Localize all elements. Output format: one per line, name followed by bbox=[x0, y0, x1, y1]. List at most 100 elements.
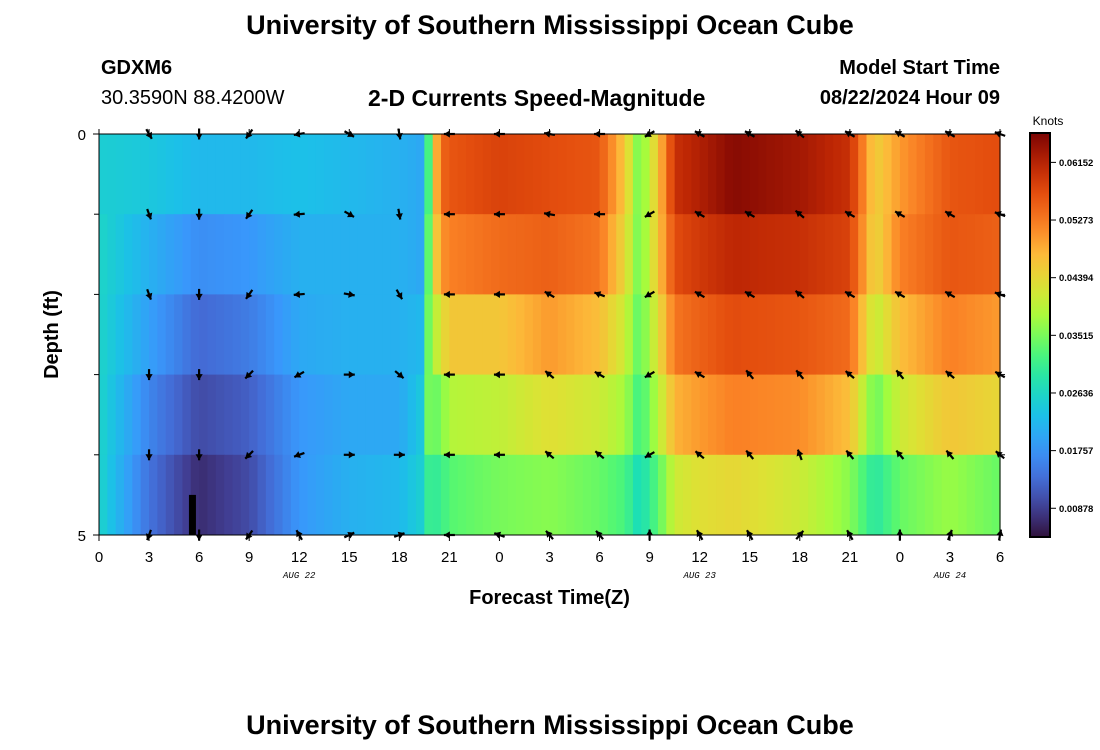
heatmap-cell bbox=[991, 374, 1001, 456]
heatmap-cell bbox=[808, 214, 818, 295]
x-tick-label: 0 bbox=[95, 549, 103, 566]
heatmap-cell bbox=[933, 374, 943, 456]
heatmap-cell bbox=[682, 214, 692, 295]
current-vector-arrow bbox=[293, 370, 305, 379]
heatmap-cell bbox=[874, 134, 884, 215]
heatmap-cell bbox=[299, 294, 309, 376]
heatmap-cell bbox=[190, 294, 200, 376]
heatmap-cell bbox=[340, 374, 350, 456]
heatmap-cell bbox=[140, 294, 150, 376]
current-vector-arrow bbox=[543, 210, 556, 218]
heatmap-cell bbox=[157, 454, 167, 536]
heatmap-cell bbox=[382, 374, 392, 456]
heatmap-cell bbox=[858, 374, 868, 456]
heatmap-cell bbox=[799, 454, 809, 536]
current-vector-arrow bbox=[145, 369, 153, 381]
heatmap-cell bbox=[657, 214, 667, 295]
heatmap-cell bbox=[716, 294, 726, 376]
heatmap-cell bbox=[591, 374, 601, 456]
colorbar-unit: Knots bbox=[1033, 114, 1064, 128]
current-vector-arrow bbox=[293, 451, 305, 459]
heatmap-cell bbox=[140, 134, 150, 215]
heatmap-cell bbox=[624, 134, 634, 215]
heatmap-cell bbox=[299, 134, 309, 215]
heatmap-cell bbox=[541, 134, 551, 215]
heatmap-cell bbox=[207, 374, 217, 456]
heatmap-cell bbox=[349, 374, 359, 456]
heatmap-cell bbox=[566, 294, 576, 376]
heatmap-cell bbox=[674, 134, 684, 215]
heatmap-cell bbox=[682, 374, 692, 456]
heatmap-cell bbox=[199, 454, 209, 536]
heatmap-cell bbox=[699, 214, 709, 295]
x-tick-label: 9 bbox=[245, 549, 253, 566]
heatmap-cell bbox=[733, 214, 742, 295]
heatmap-cell bbox=[99, 294, 108, 376]
heatmap-cell bbox=[441, 294, 450, 376]
heatmap-cell bbox=[582, 374, 592, 456]
colorbar-tick-label: 0.02636 bbox=[1059, 388, 1093, 399]
current-vector-arrow bbox=[644, 451, 655, 459]
heatmap-cell bbox=[724, 214, 734, 295]
heatmap-cell bbox=[699, 454, 709, 536]
heatmap-cell bbox=[849, 134, 859, 215]
heatmap-cell bbox=[324, 214, 334, 295]
heatmap-cell bbox=[274, 454, 284, 536]
heatmap-cell bbox=[466, 294, 476, 376]
current-vector-arrow bbox=[794, 290, 805, 299]
heatmap-cell bbox=[124, 214, 133, 295]
heatmap-cell bbox=[499, 374, 509, 456]
heatmap-cell bbox=[883, 214, 893, 295]
heatmap-cell bbox=[899, 214, 909, 295]
heatmap-cell bbox=[566, 454, 576, 536]
heatmap-cell bbox=[941, 214, 951, 295]
heatmap-cell bbox=[124, 454, 133, 536]
current-vector-arrow bbox=[195, 449, 203, 461]
heatmap-cell bbox=[624, 294, 634, 376]
heatmap-cell bbox=[432, 374, 442, 456]
current-vector-arrow bbox=[694, 370, 705, 379]
heatmap-cell bbox=[532, 294, 542, 376]
heatmap-cell bbox=[115, 374, 125, 456]
current-vector-arrow bbox=[544, 290, 555, 299]
heatmap-cell bbox=[891, 214, 901, 295]
heatmap-cell bbox=[432, 214, 442, 295]
current-vector-arrow bbox=[945, 370, 955, 379]
heatmap-cell bbox=[432, 454, 442, 536]
heatmap-cell bbox=[491, 454, 501, 536]
heatmap-cell bbox=[724, 294, 734, 376]
heatmap-cell bbox=[766, 374, 776, 456]
heatmap-cell bbox=[632, 374, 642, 456]
heatmap-cell bbox=[257, 374, 267, 456]
heatmap-cell bbox=[532, 214, 542, 295]
heatmap-cell bbox=[507, 134, 517, 215]
heatmap-cell bbox=[441, 454, 450, 536]
heatmap-cell bbox=[841, 294, 851, 376]
heatmap-cell bbox=[424, 214, 434, 295]
heatmap-cell bbox=[574, 294, 584, 376]
heatmap-cell bbox=[441, 214, 450, 295]
heatmap-cell bbox=[908, 294, 918, 376]
heatmap-cell bbox=[416, 374, 425, 456]
heatmap-cell bbox=[240, 374, 250, 456]
heatmap-cell bbox=[724, 134, 734, 215]
heatmap-cell bbox=[758, 134, 768, 215]
heatmap-cell bbox=[541, 214, 551, 295]
current-vector-arrow bbox=[493, 371, 505, 379]
heatmap-cell bbox=[99, 374, 108, 456]
model-start-label: Model Start Time bbox=[839, 57, 1000, 79]
heatmap-cell bbox=[407, 454, 417, 536]
heatmap-cell bbox=[716, 374, 726, 456]
heatmap-cell bbox=[783, 134, 793, 215]
heatmap-cell bbox=[390, 294, 400, 376]
heatmap-cell bbox=[124, 294, 133, 376]
heatmap-cell bbox=[958, 454, 968, 536]
heatmap-cell bbox=[416, 134, 425, 215]
heatmap-cell bbox=[307, 134, 317, 215]
heatmap-cell bbox=[215, 294, 225, 376]
heatmap-cell bbox=[332, 454, 342, 536]
heatmap-cell bbox=[541, 374, 551, 456]
heatmap-cell bbox=[449, 134, 459, 215]
heatmap-cell bbox=[549, 374, 559, 456]
